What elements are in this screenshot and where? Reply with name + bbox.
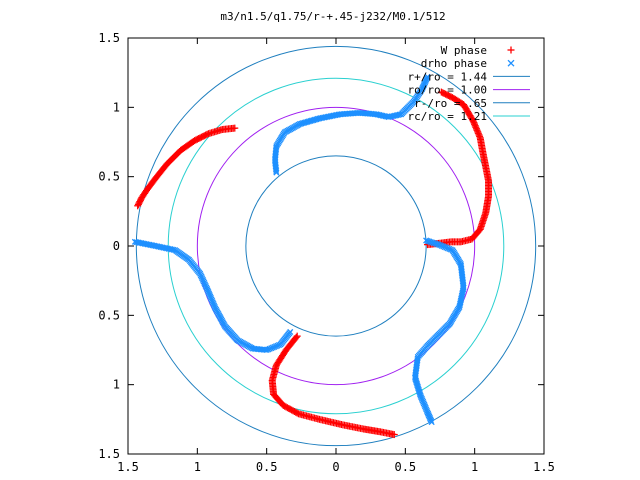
circle-1 [196, 106, 476, 386]
legend-label-0: W phase [441, 44, 487, 57]
legend-label-4: r-/ro = .65 [414, 97, 487, 110]
series-1-arm-2 [411, 237, 467, 426]
series-0-arm-1 [424, 88, 493, 249]
y-tick-label-4: 0.5 [98, 170, 120, 184]
series-1 [131, 73, 467, 426]
marker-0-2-60 [293, 409, 301, 417]
y-tick-label-0: 1.5 [98, 447, 120, 461]
chart-title: m3/n1.5/q1.75/r-+.45-j232/M0.1/512 [220, 10, 445, 23]
circle-0 [135, 45, 537, 447]
circle-2 [245, 155, 427, 337]
y-tick-label-2: 0.5 [98, 308, 120, 322]
marker-0-0-82 [134, 202, 142, 210]
axis-ticks: 1.5 1 0.5 0 0.5 1 1.51.510.500.511.5 [98, 31, 555, 474]
legend-label-1: drho phase [421, 57, 487, 70]
marker-0-2-122 [390, 431, 398, 439]
y-tick-label-1: 1 [113, 378, 120, 392]
series-1-arm-0 [271, 73, 431, 176]
legend-swatch-0 [507, 46, 515, 54]
x-tick-label-1: 1 [194, 460, 201, 474]
y-tick-label-3: 0 [113, 239, 120, 253]
circle-3 [167, 77, 505, 415]
x-tick-label-4: 0.5 [394, 460, 416, 474]
series-0-arm-2 [268, 332, 398, 439]
marker-1-1-134 [287, 328, 294, 336]
x-tick-label-2: 0.5 [256, 460, 278, 474]
legend-label-5: rc/ro = 1.21 [408, 110, 487, 123]
legend-swatch-1 [507, 59, 515, 67]
x-tick-label-0: 1.5 [117, 460, 139, 474]
x-tick-label-5: 1 [471, 460, 478, 474]
x-tick-label-3: 0 [332, 460, 339, 474]
phase-markers [131, 73, 493, 439]
series-0 [134, 88, 493, 439]
series-0-arm-0 [134, 124, 239, 210]
series-1-arm-1 [131, 238, 294, 354]
y-tick-label-5: 1 [113, 100, 120, 114]
legend-label-2: r+/ro = 1.44 [408, 70, 488, 83]
marker-0-0-81 [134, 200, 142, 208]
marker-1-2-138 [428, 419, 435, 426]
marker-1-0-131 [424, 73, 431, 80]
y-tick-label-6: 1.5 [98, 31, 120, 45]
x-tick-label-6: 1.5 [533, 460, 555, 474]
legend-label-3: ro/ro = 1.00 [408, 84, 487, 97]
